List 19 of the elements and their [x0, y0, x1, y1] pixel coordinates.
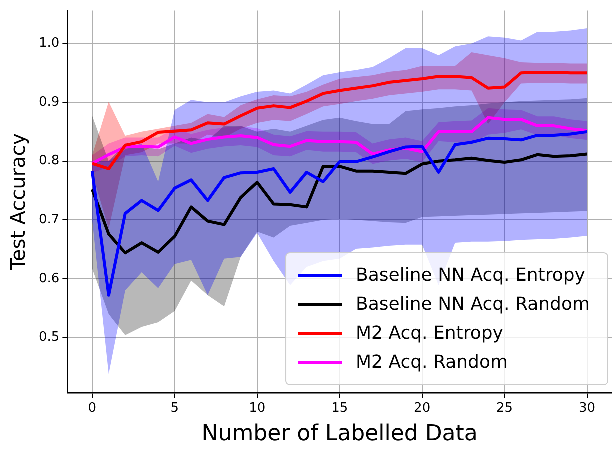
legend-label: M2 Acq. Entropy: [356, 323, 504, 344]
x-tick-label: 10: [249, 401, 266, 416]
legend-label: M2 Acq. Random: [356, 352, 508, 374]
x-tick-label: 30: [578, 401, 596, 416]
y-tick-label: 0.6: [38, 271, 60, 286]
x-tick-label: 20: [414, 401, 431, 416]
legend-label: Baseline NN Acq. Entropy: [356, 265, 586, 286]
y-tick-label: 0.8: [38, 154, 60, 169]
legend-label: Baseline NN Acq. Random: [356, 294, 590, 316]
y-tick-label: 0.5: [38, 330, 60, 346]
x-axis-title: Number of Labelled Data: [202, 422, 478, 447]
y-axis-title: Test Accuracy: [6, 133, 30, 272]
y-tick-label: 0.7: [38, 212, 60, 228]
y-tick-label: 1.0: [38, 36, 60, 52]
x-tick-label: 0: [88, 401, 97, 416]
x-tick-label: 15: [332, 401, 348, 416]
x-tick-label: 25: [496, 401, 514, 416]
y-tick-label: 0.9: [38, 94, 60, 110]
x-tick-label: 5: [170, 401, 180, 416]
